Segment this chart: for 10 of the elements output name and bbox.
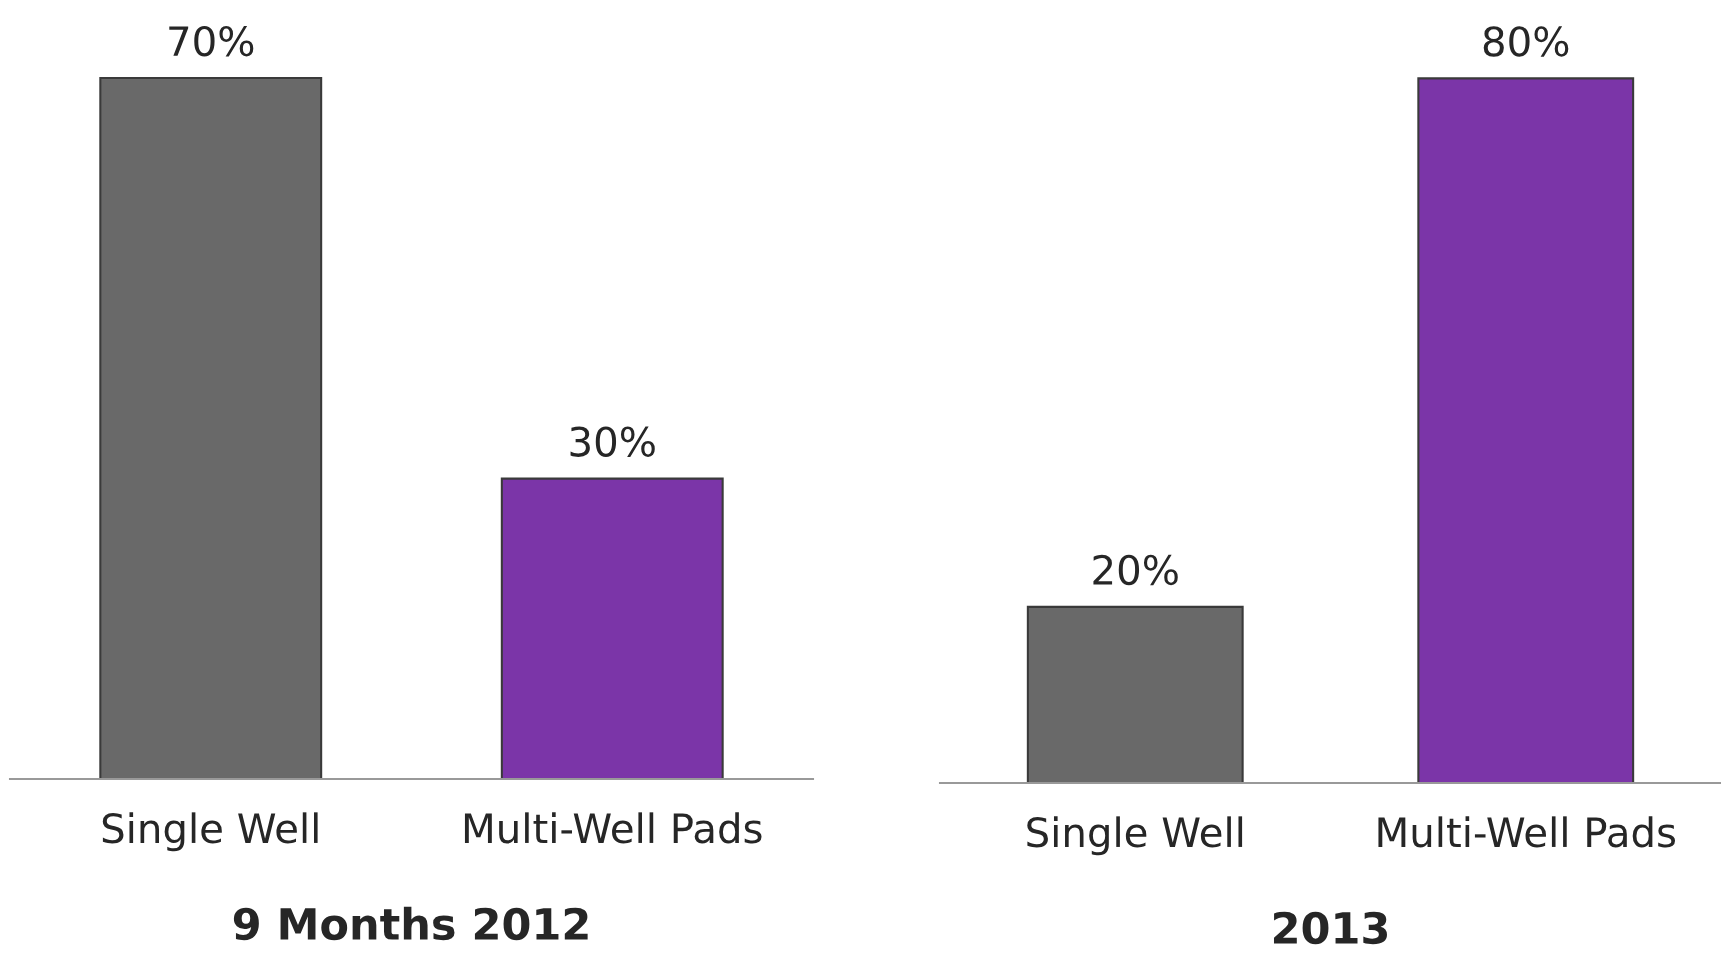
data-label: 80% [1483, 26, 1569, 57]
data-label: 20% [1093, 554, 1178, 586]
x-axis-title: 9 Months 2012 [233, 906, 588, 941]
x-tick-label: Single Well [102, 812, 318, 852]
x-tick-label: Multi-Well Pads [1378, 816, 1676, 848]
data-label: 70% [169, 25, 254, 57]
x-tick-label: Multi-Well Pads [464, 812, 762, 844]
x-axis-title: 2013 [1273, 911, 1387, 945]
x-tick-label: Single Well [1027, 816, 1243, 856]
data-label: 30% [570, 426, 655, 457]
